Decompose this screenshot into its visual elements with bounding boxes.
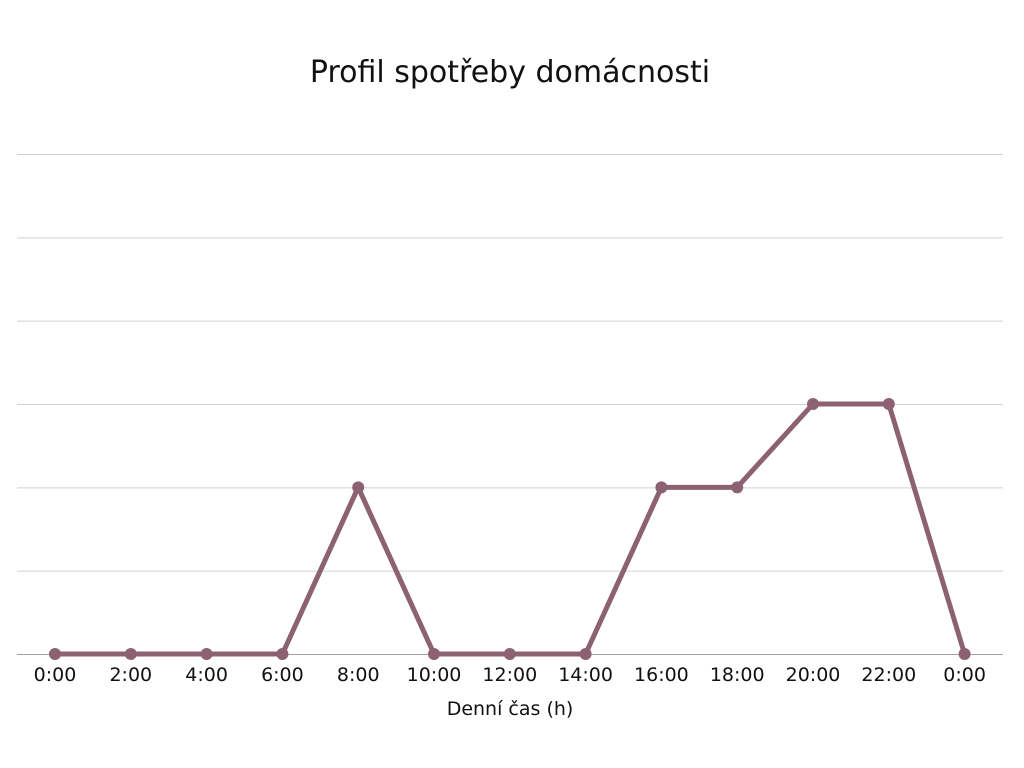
x-tick-label: 6:00 (261, 664, 304, 686)
x-tick-label: 10:00 (407, 664, 462, 686)
x-tick-label: 0:00 (34, 664, 77, 686)
data-point (200, 648, 213, 660)
data-point (958, 648, 971, 660)
x-tick-label: 0:00 (943, 664, 986, 686)
x-tick-label: 20:00 (786, 664, 841, 686)
data-point (731, 481, 744, 494)
x-tick-label: 2:00 (109, 664, 152, 686)
grid-lines (17, 154, 1003, 572)
data-point (428, 648, 440, 660)
x-tick-label: 14:00 (558, 664, 613, 686)
data-point (579, 648, 592, 660)
x-tick-label: 8:00 (337, 664, 380, 686)
data-point (807, 398, 819, 410)
x-tick-label: 4:00 (185, 664, 228, 686)
data-point (352, 481, 365, 494)
data-point (276, 648, 289, 660)
data-point (49, 648, 61, 660)
data-point (503, 648, 516, 660)
series-line (52, 401, 968, 657)
x-tick-labels: 0:00 2:00 4:00 6:00 8:00 10:00 12:00 14:00 16:00… (34, 664, 986, 686)
data-point (882, 398, 895, 410)
data-point (124, 648, 137, 660)
data-point (655, 481, 668, 494)
x-axis-label: Denní čas (h) (447, 698, 574, 720)
chart-title: Profil spotřeby domácnosti (310, 55, 710, 90)
x-tick-label: 18:00 (710, 664, 765, 686)
series-layer (49, 398, 971, 660)
x-tick-label: 16:00 (634, 664, 689, 686)
x-tick-label: 22:00 (861, 664, 916, 686)
x-tick-label: 12:00 (482, 664, 537, 686)
